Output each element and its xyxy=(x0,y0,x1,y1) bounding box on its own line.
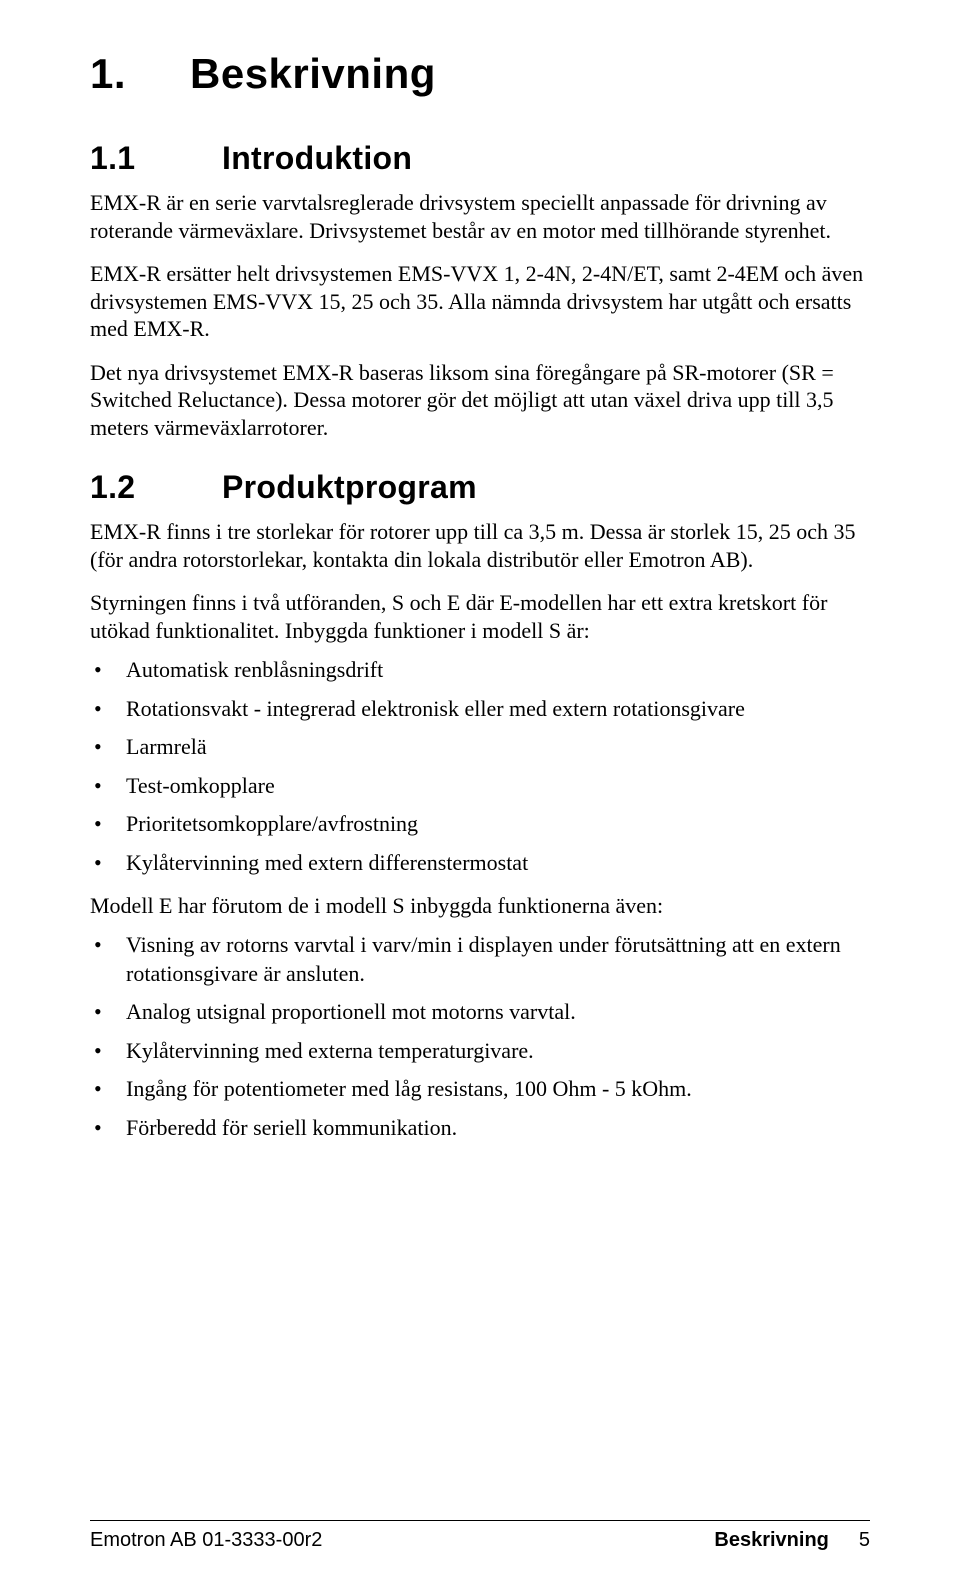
bullet-list-model-e: Visning av rotorns varvtal i varv/min i … xyxy=(90,931,870,1143)
heading-1-2-text: Produktprogram xyxy=(222,469,477,505)
heading-1-text: Beskrivning xyxy=(190,50,436,97)
heading-1-2-number: 1.2 xyxy=(90,469,222,506)
list-item: Analog utsignal proportionell mot motorn… xyxy=(90,998,870,1027)
footer-section-name: Beskrivning xyxy=(714,1529,828,1552)
heading-1-2: 1.2Produktprogram xyxy=(90,469,870,506)
list-item: Automatisk renblåsningsdrift xyxy=(90,656,870,685)
heading-1-number: 1. xyxy=(90,50,190,98)
document-page: 1.Beskrivning 1.1Introduktion EMX-R är e… xyxy=(0,0,960,1582)
heading-1: 1.Beskrivning xyxy=(90,50,870,98)
bullet-list-model-s: Automatisk renblåsningsdrift Rotationsva… xyxy=(90,656,870,878)
footer-right: Beskrivning 5 xyxy=(714,1529,870,1552)
heading-1-1-number: 1.1 xyxy=(90,140,222,177)
heading-1-1-text: Introduktion xyxy=(222,140,412,176)
heading-1-1: 1.1Introduktion xyxy=(90,140,870,177)
list-item: Kylåtervinning med extern differenstermo… xyxy=(90,849,870,878)
footer-left: Emotron AB 01-3333-00r2 xyxy=(90,1529,322,1552)
list-item: Larmrelä xyxy=(90,733,870,762)
paragraph: EMX-R finns i tre storlekar för rotorer … xyxy=(90,518,870,573)
list-item: Prioritetsomkopplare/avfrostning xyxy=(90,810,870,839)
list-item: Visning av rotorns varvtal i varv/min i … xyxy=(90,931,870,988)
paragraph: Styrningen finns i två utföranden, S och… xyxy=(90,589,870,644)
paragraph: Det nya drivsystemet EMX-R baseras likso… xyxy=(90,359,870,442)
page-content: 1.Beskrivning 1.1Introduktion EMX-R är e… xyxy=(90,50,870,1490)
paragraph: Modell E har förutom de i modell S inbyg… xyxy=(90,892,870,920)
list-item: Rotationsvakt - integrerad elektronisk e… xyxy=(90,695,870,724)
footer-page-number: 5 xyxy=(859,1529,870,1552)
list-item: Förberedd för seriell kommunikation. xyxy=(90,1114,870,1143)
paragraph: EMX-R är en serie varvtalsreglerade driv… xyxy=(90,189,870,244)
list-item: Test-omkopplare xyxy=(90,772,870,801)
list-item: Ingång för potentiometer med låg resista… xyxy=(90,1075,870,1104)
page-footer: Emotron AB 01-3333-00r2 Beskrivning 5 xyxy=(90,1520,870,1552)
paragraph: EMX-R ersätter helt drivsystemen EMS-VVX… xyxy=(90,260,870,343)
list-item: Kylåtervinning med externa temperaturgiv… xyxy=(90,1037,870,1066)
